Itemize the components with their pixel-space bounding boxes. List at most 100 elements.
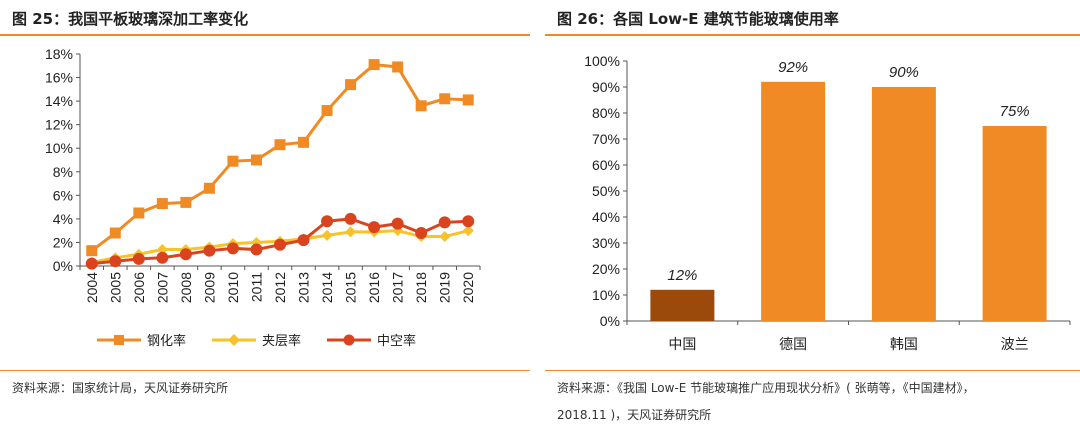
x-tick-label: 2014 — [319, 272, 335, 303]
y-tick-label: 50% — [592, 183, 620, 199]
bar-chart: 0% 10% 20% 30% 40% 50% 60% 70% 80% 90% 100% 12% 中国 92… — [584, 53, 1071, 352]
series-line-0 — [90, 63, 469, 252]
data-point — [368, 221, 381, 234]
left-panel: 图 25：我国平板玻璃深加工率变化 0% 2% 4% 6% 8% 10% 12% 14% 16%… — [0, 0, 530, 433]
legend-item-tempered: 钢化率 — [97, 330, 186, 349]
x-tick-label: 2007 — [154, 272, 170, 303]
data-point — [321, 229, 333, 241]
data-point — [345, 79, 357, 91]
data-point — [439, 231, 451, 243]
data-point — [132, 252, 145, 265]
x-tick-label: 2015 — [343, 272, 359, 303]
right-source-line1: 资料来源：《我国 Low-E 节能玻璃推广应用现状分析》( 张萌等，《中国建材》… — [557, 381, 975, 395]
y-tick-label: 30% — [592, 235, 620, 251]
y-tick-label: 4% — [53, 211, 73, 227]
data-point — [227, 155, 239, 167]
data-point — [345, 226, 357, 238]
bar-0 — [650, 289, 715, 321]
left-source: 资料来源：国家统计局，天风证券研究所 — [12, 381, 229, 395]
data-point — [415, 227, 428, 240]
data-point — [392, 61, 404, 73]
data-point — [86, 245, 98, 257]
data-point — [298, 136, 310, 148]
y-tick-label: 0% — [600, 313, 620, 329]
y-tick-label: 10% — [592, 287, 620, 303]
x-tick-label: 2018 — [413, 272, 429, 303]
x-tick-label: 2006 — [131, 272, 147, 303]
data-point — [85, 257, 98, 270]
y-tick-label: 90% — [592, 79, 620, 95]
bar-2 — [871, 87, 936, 321]
data-point — [297, 234, 310, 247]
legend-label-tempered: 钢化率 — [147, 334, 187, 349]
x-tick-label: 2017 — [390, 272, 406, 303]
data-point — [203, 244, 216, 257]
legend-marker-insulated — [327, 334, 372, 345]
bar-1 — [761, 81, 826, 321]
legend-label-laminated: 夹层率 — [262, 334, 302, 349]
y-tick-label: 6% — [53, 187, 73, 203]
data-point — [156, 244, 168, 256]
y-tick-label: 18% — [45, 46, 73, 62]
data-label: 12% — [667, 267, 697, 284]
data-point — [133, 207, 145, 219]
x-tick-label: 2019 — [437, 272, 453, 303]
data-point — [321, 215, 334, 228]
y-tick-label: 40% — [592, 209, 620, 225]
y-tick-label: 2% — [53, 234, 73, 250]
data-point — [462, 225, 474, 237]
x-tick-label: 2020 — [460, 272, 476, 303]
data-point — [250, 154, 262, 166]
left-top-rule — [0, 34, 530, 36]
bar-3 — [982, 126, 1047, 321]
y-tick-label: 16% — [45, 70, 73, 86]
data-label: 75% — [1000, 103, 1030, 120]
left-chart-title: 图 25：我国平板玻璃深加工率变化 — [12, 10, 249, 28]
data-point — [203, 182, 215, 194]
data-point — [179, 248, 192, 261]
right-bottom-rule — [545, 370, 1080, 371]
data-point — [391, 217, 404, 230]
y-tick-label: 14% — [45, 93, 73, 109]
line-chart-legend: 钢化率 夹层率 中空率 — [97, 330, 416, 349]
right-panel: 图 26：各国 Low-E 建筑节能玻璃使用率 0% 10% 20% 30% 40% 50… — [545, 0, 1080, 433]
data-point — [180, 196, 192, 208]
legend-marker-laminated — [212, 333, 257, 346]
data-point — [344, 212, 357, 225]
y-tick-label: 60% — [592, 157, 620, 173]
x-tick-label: 2009 — [201, 272, 217, 303]
x-tick-label: 2012 — [272, 272, 288, 303]
y-tick-label: 20% — [592, 261, 620, 277]
line-chart: 0% 2% 4% 6% 8% 10% 12% 14% 16% 18% 2004 2005 2006 200… — [45, 46, 481, 303]
data-point — [439, 93, 451, 105]
right-source-line2: 2018.11 )，天风证券研究所 — [557, 408, 712, 422]
data-point — [415, 100, 427, 112]
data-point — [109, 255, 122, 268]
category-label: 中国 — [668, 336, 696, 352]
data-point — [274, 238, 286, 251]
data-point — [109, 227, 121, 239]
data-point — [368, 59, 380, 71]
y-tick-label: 10% — [45, 140, 73, 156]
data-point — [156, 251, 169, 264]
data-label: 92% — [778, 59, 808, 76]
data-point — [226, 242, 239, 255]
x-tick-label: 2010 — [225, 272, 241, 303]
x-tick-label: 2013 — [296, 272, 312, 303]
right-top-rule — [545, 34, 1080, 36]
y-tick-label: 80% — [592, 105, 620, 121]
y-tick-label: 8% — [53, 164, 73, 180]
x-tick-label: 2005 — [107, 272, 123, 303]
data-point — [156, 198, 168, 210]
data-label: 90% — [889, 64, 919, 81]
legend-item-insulated: 中空率 — [327, 330, 416, 349]
x-tick-label: 2008 — [178, 272, 194, 303]
category-label: 韩国 — [890, 336, 918, 352]
x-tick-label: 2004 — [84, 272, 100, 303]
x-tick-label: 2016 — [366, 272, 382, 303]
category-label: 波兰 — [1001, 336, 1029, 352]
right-chart-title: 图 26：各国 Low-E 建筑节能玻璃使用率 — [557, 10, 839, 28]
category-label: 德国 — [779, 336, 807, 352]
legend-item-laminated: 夹层率 — [212, 330, 301, 349]
data-point — [250, 243, 263, 256]
